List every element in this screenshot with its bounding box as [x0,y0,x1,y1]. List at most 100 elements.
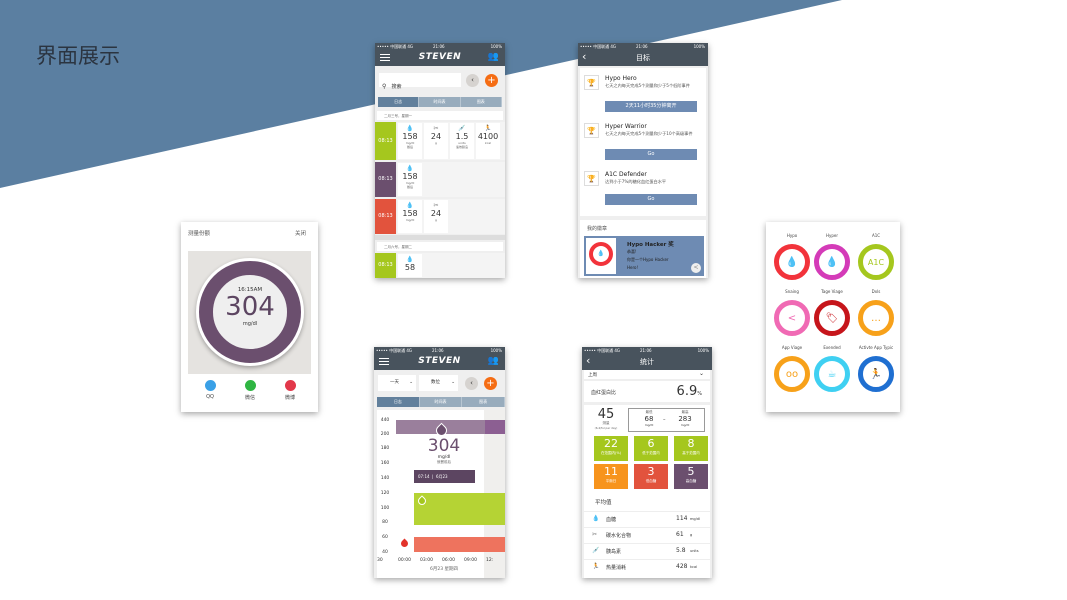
add-button[interactable]: + [484,377,497,390]
entry-value: 58 [404,263,416,272]
entry-unit: g [435,218,437,222]
back-button[interactable]: ‹ [466,74,479,87]
tab-log[interactable]: 日志 [377,397,420,407]
range-dropdown[interactable]: 一天 ⌄ [378,375,416,391]
goal-button[interactable]: Go [605,194,697,205]
entry-time: 08:13 [375,122,396,160]
back-icon[interactable]: ‹ [582,50,587,63]
period-dropdown[interactable]: 上周 ⌄ [584,370,710,379]
tab-chart[interactable]: 图表 [462,397,505,407]
goal-title: A1C Defender [605,171,647,178]
reading-value: 304 [427,436,461,456]
carrier: ••••• 中国联通 4G [584,348,620,353]
tag-date: 6月23 [435,474,448,479]
stat-tile: 5 高血糖 [674,464,708,489]
y-tick-label: 60 [382,535,388,540]
entry-cell: 💧 58 [398,254,422,277]
nav-bar: ••••• 中国联通 4G 21:06 100% ‹ 统计 [582,347,712,370]
entry-value: 158 [402,209,418,218]
average-value: 114 [676,515,688,522]
add-button[interactable]: + [485,74,498,87]
tab-log[interactable]: 日志 [378,97,420,107]
log-entry[interactable]: 08:13 💧 58 [375,253,505,278]
tab-chart[interactable]: 图表 [460,97,502,107]
tab-schedule[interactable]: 时间表 [419,397,463,407]
x-tick-label: 12: [486,558,494,563]
hba1c-number: 6.9 [676,384,698,399]
average-unit: g [690,533,693,537]
badge-a1c[interactable]: A1C [858,244,894,280]
entry-unit: mg/dl [405,141,415,145]
high-label: 最高 [681,410,689,414]
badge-label: Hyper [825,233,839,238]
entry-cell: 💧 158 mg/dl [398,200,422,233]
count-label: 测量 [602,421,610,425]
back-button[interactable]: ‹ [465,377,478,390]
goal-desc: 七天之内每天完成5个测量和少于10个高级事件 [605,131,693,136]
metric-dropdown[interactable]: 数位 ⌄ [419,375,458,391]
fork-knife-icon: ✂ [592,531,598,538]
users-icon[interactable]: 👥 [487,52,499,62]
drop-icon: 💧 [406,125,414,132]
entry-time: 08:13 [375,199,396,234]
nav-bar: ••••• 中国联通 4G 21:06 100% ‹ 目标 [578,43,708,66]
entry-unit: units [458,141,466,145]
share-target-label: 微博 [284,395,295,401]
goal-button[interactable]: Go [605,149,697,160]
tile-value: 5 [687,465,695,478]
average-row: 🏃 热量消耗 428 kcal [584,559,710,574]
close-button[interactable]: 关闭 [294,231,306,237]
badge-card[interactable]: 💧 Hypo Hacker 奖 恭喜! 你是一个Hypo Hacker Hero… [584,236,704,276]
share-wechat-button[interactable]: 微信 [235,380,265,401]
entry-value: 158 [402,172,418,181]
users-icon[interactable]: 👥 [487,356,499,366]
goal-desc: 达到小于7%的糖化血红蛋白水平 [605,179,667,184]
tab-schedule[interactable]: 时间表 [419,97,461,107]
hypo-badge-icon: 💧 [589,242,613,266]
badge-hypo[interactable]: 💧 [774,244,810,280]
reading-note: 就餐前后 [437,460,451,464]
average-value: 5.8 [676,547,686,554]
goal-item: 🏆 Hypo Hero 七天之内每天完成5个测量和少于5个低阶事件 2天11小时35分… [584,73,704,117]
share-qq-button[interactable]: QQ [195,380,225,400]
share-weibo-button[interactable]: 微博 [275,380,305,401]
menu-icon[interactable] [379,358,389,365]
slide-title: 界面展示 [36,44,120,68]
average-value: 61 [676,531,684,538]
badge-dxls[interactable]: … [858,300,894,336]
goal-item: 🏆 Hyper Warrior 七天之内每天完成5个测量和少于10个高级事件 Go [584,121,704,165]
chart-screen: ••••• 中国联通 4G 21:06 100% STEVEN 👥 一天 ⌄ 数位… [374,347,505,578]
badge-text: 你是一个Hypo Hacker [627,257,669,262]
reading-tag[interactable]: 07:14 | 6月23 [414,470,475,483]
cups-icon: ☕ [827,368,837,380]
syringe-icon: 💉 [458,125,466,132]
badge-app-viage[interactable]: oo [774,356,810,392]
log-entry[interactable]: 08:13 💧 158 mg/dl ✂ 24 g [375,199,505,234]
entry-cell: 🏃 4100 kcal [476,123,500,159]
badge-activte-app-typic[interactable]: 🏃 [858,356,894,392]
badge-hyper[interactable]: 💧 [814,244,850,280]
goal-button[interactable]: 2天11小时35分钟离开 [605,101,697,112]
entry-value: 24 [430,132,442,141]
badge-tage-viage[interactable]: 🏷 [814,300,850,336]
search-input[interactable]: ⚲ 搜索 [379,73,461,90]
day-header: 二月六号，星期二 [377,242,503,251]
tile-value: 11 [604,465,618,478]
badge-snaing[interactable]: < [774,300,810,336]
averages-label: 平均值 [595,500,612,506]
share-icon[interactable]: < [691,263,701,273]
status-time: 21:06 [433,44,445,49]
menu-icon[interactable] [380,54,390,61]
badge-text: Hero! [627,265,639,270]
x-tick-label: 09:00 [464,558,477,563]
drop-icon: 💧 [406,256,414,263]
back-icon[interactable]: ‹ [586,354,591,367]
log-screen: ••••• 中国联通 4G 21:06 100% STEVEN 👥 ⚲ 搜索 ‹… [375,43,505,278]
y-tick-label: 80 [382,520,388,525]
log-entry[interactable]: 08:13 💧 158 mg/dl 餐后 [375,162,505,197]
badge-exended[interactable]: ☕ [814,356,850,392]
badge-label: A1C [871,233,881,238]
entry-cell: 💉 1.5 units 速效胰岛 [450,123,474,159]
share-value: 304 [225,292,275,322]
log-entry[interactable]: 08:13 💧 158 mg/dl 餐后 ✂ 24 g 💉 1.5 units 速效胰岛 🏃 4100 kc… [375,122,505,160]
